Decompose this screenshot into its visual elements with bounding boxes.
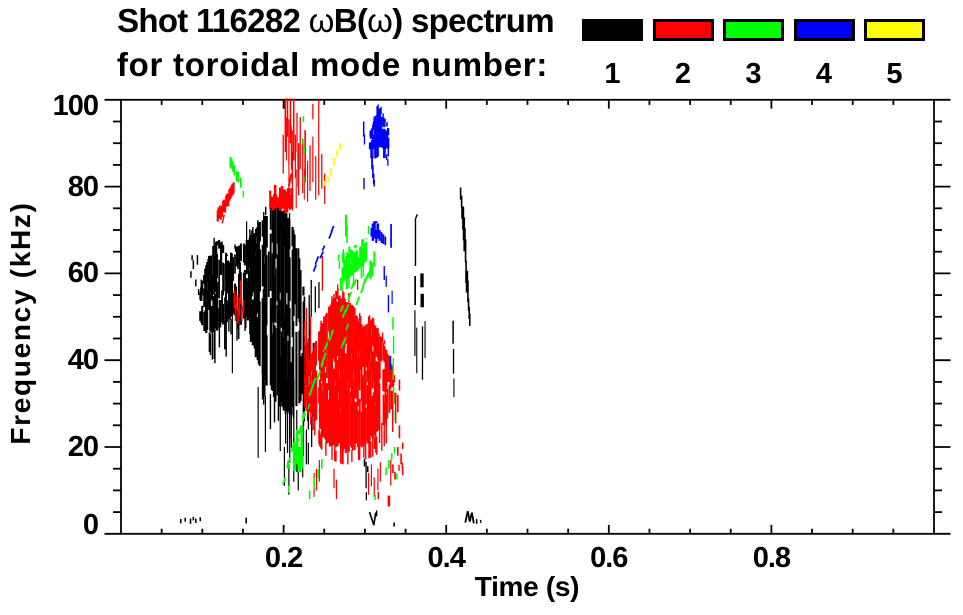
legend-swatch-mode-4 (793, 19, 855, 41)
legend-label-mode-4: 4 (815, 58, 833, 90)
legend-swatch-mode-3 (723, 19, 784, 41)
omega-symbol: ω (367, 2, 393, 39)
title-text-segment: ) spectrum (392, 2, 554, 39)
legend-label-mode-3: 3 (745, 58, 762, 90)
y-tick-label-20: 20 (67, 431, 99, 463)
legend-label-mode-2: 2 (674, 58, 692, 90)
y-tick-label-60: 60 (67, 257, 99, 290)
y-tick-label-40: 40 (67, 344, 99, 377)
x-axis-title: Time (s) (474, 571, 580, 602)
legend-label-mode-5: 5 (886, 58, 903, 90)
chart-title-line2: for toroidal mode number: (116, 46, 549, 83)
y-tick-label-100: 100 (52, 89, 99, 122)
chart-title-line1: Shot 116282 ωB(ω) spectrum (0, 4, 671, 37)
x-tick-label-0.2: 0.2 (264, 542, 303, 574)
legend-swatch-mode-2 (652, 19, 714, 41)
y-tick-label-0: 0 (82, 508, 99, 541)
omega-symbol: ω (308, 2, 335, 39)
x-tick-label-0.4: 0.4 (427, 542, 466, 574)
legend-swatch-mode-5 (864, 19, 925, 41)
title-text-segment: B( (333, 2, 368, 39)
title-text-segment: Shot 116282 (117, 2, 309, 39)
legend-label-mode-1: 1 (604, 58, 621, 90)
x-tick-label-0.8: 0.8 (752, 542, 791, 574)
y-axis-title-container: Frequency (kHz) (5, 106, 36, 540)
legend-swatch-mode-1 (582, 19, 643, 41)
y-tick-label-80: 80 (67, 170, 99, 203)
x-tick-label-0.6: 0.6 (590, 542, 628, 574)
y-axis-title: Frequency (kHz) (5, 200, 36, 445)
